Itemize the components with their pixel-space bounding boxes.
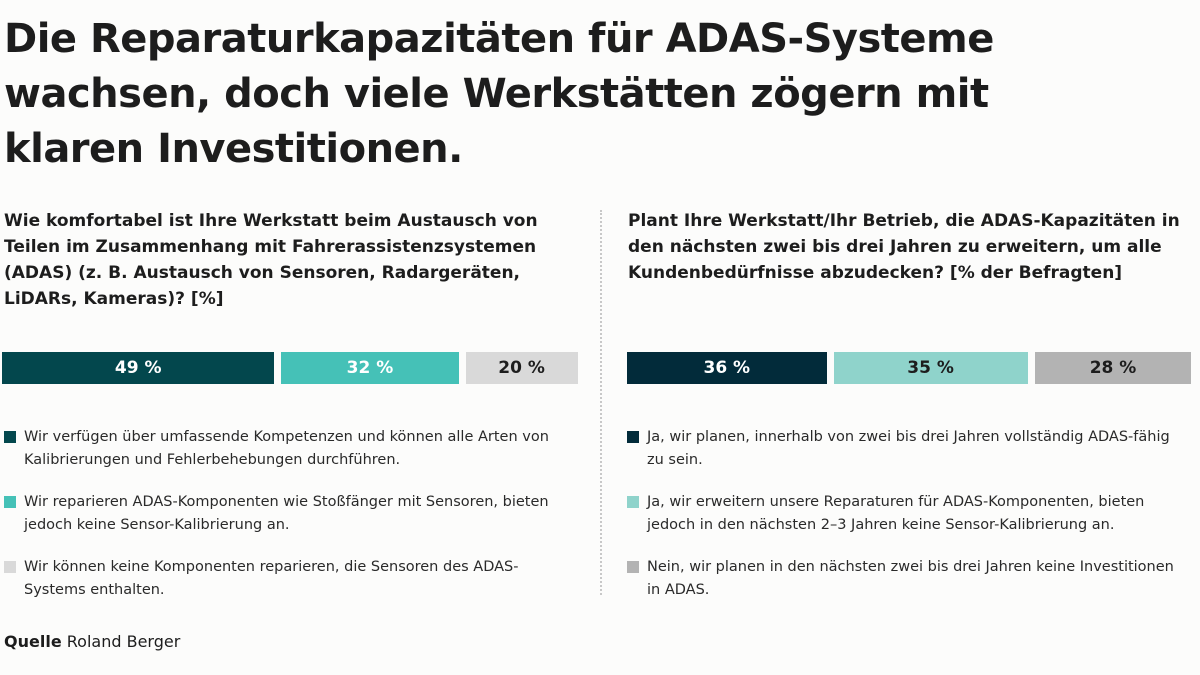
source-label: Quelle: [4, 632, 62, 651]
bar-segment: 32 %: [281, 352, 459, 384]
bar-segment: 20 %: [465, 352, 578, 384]
legend-swatch: [627, 431, 639, 443]
legend-item: Nein, wir planen in den nächsten zwei bi…: [627, 556, 1187, 602]
legend-text: Ja, wir erweitern unsere Reparaturen für…: [647, 494, 1145, 533]
page-title: Die Reparaturkapazitäten für ADAS-System…: [4, 16, 994, 172]
bar-segment: 36 %: [627, 352, 827, 384]
left-legend: Wir verfügen über umfassende Kompetenzen…: [4, 426, 564, 621]
right-question: Plant Ihre Werkstatt/Ihr Betrieb, die AD…: [628, 211, 1180, 283]
legend-swatch: [627, 496, 639, 508]
legend-text: Nein, wir planen in den nächsten zwei bi…: [647, 559, 1174, 598]
source-name: Roland Berger: [66, 632, 181, 651]
legend-text: Wir reparieren ADAS-Komponenten wie Stoß…: [24, 494, 549, 533]
legend-text: Wir können keine Komponenten reparieren,…: [24, 559, 519, 598]
column-divider: [600, 210, 602, 595]
left-question: Wie komfortabel ist Ihre Werkstatt beim …: [4, 211, 538, 309]
legend-item: Wir können keine Komponenten reparieren,…: [4, 556, 564, 602]
legend-text: Ja, wir planen, innerhalb von zwei bis d…: [647, 429, 1170, 468]
bar-segment: 49 %: [2, 352, 275, 384]
left-stacked-bar: 49 % 32 % 20 %: [2, 352, 578, 384]
bar-segment: 28 %: [1034, 352, 1192, 384]
legend-item: Ja, wir erweitern unsere Reparaturen für…: [627, 491, 1187, 537]
data-label: 36 %: [703, 358, 751, 378]
data-label: 35 %: [907, 358, 954, 378]
data-label: 32 %: [346, 358, 394, 378]
data-label: 20 %: [498, 358, 545, 378]
legend-swatch: [627, 561, 639, 573]
source-note: Quelle Roland Berger: [4, 632, 180, 651]
data-label: 49 %: [114, 358, 162, 378]
legend-item: Wir reparieren ADAS-Komponenten wie Stoß…: [4, 491, 564, 537]
legend-text: Wir verfügen über umfassende Kompetenzen…: [24, 429, 549, 468]
legend-item: Ja, wir planen, innerhalb von zwei bis d…: [627, 426, 1187, 472]
legend-swatch: [4, 431, 16, 443]
right-legend: Ja, wir planen, innerhalb von zwei bis d…: [627, 426, 1187, 621]
right-stacked-bar: 36 % 35 % 28 %: [627, 352, 1192, 384]
data-label: 28 %: [1089, 358, 1137, 378]
bar-segment: 35 %: [833, 352, 1028, 384]
legend-swatch: [4, 496, 16, 508]
legend-item: Wir verfügen über umfassende Kompetenzen…: [4, 426, 564, 472]
legend-swatch: [4, 561, 16, 573]
